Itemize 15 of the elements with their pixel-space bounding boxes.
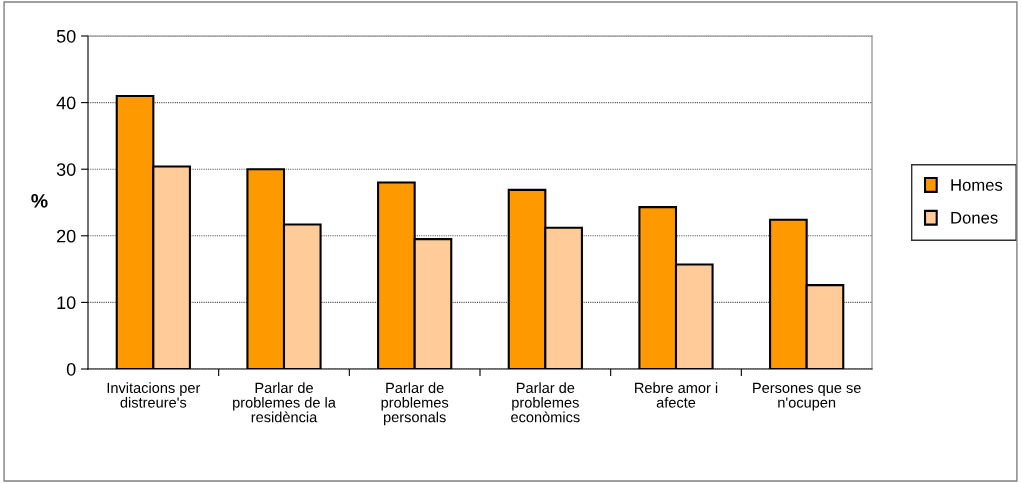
y-tick-label: 30 bbox=[56, 163, 76, 176]
x-tick-label: Invitacions per distreure's bbox=[107, 382, 201, 408]
y-tick-label: 0 bbox=[66, 362, 76, 376]
y-tick-label: 50 bbox=[56, 29, 76, 43]
legend-label: Homes bbox=[951, 179, 1003, 191]
x-tick-label: Parlar de problemes econòmics bbox=[511, 382, 580, 423]
x-tick-label: Parlar de problemes personals bbox=[381, 382, 449, 426]
x-tick-label: Parlar de problemes de la residència bbox=[233, 382, 336, 423]
y-axis-title: % bbox=[31, 194, 48, 208]
y-tick-label: 40 bbox=[56, 96, 76, 110]
legend-label: Dones bbox=[951, 212, 998, 224]
x-tick-label: Rebre amor i afecte bbox=[635, 382, 718, 408]
y-tick-label: 20 bbox=[57, 229, 76, 243]
y-tick-label: 10 bbox=[57, 296, 76, 310]
x-tick-label: Persones que se n'ocupen bbox=[753, 382, 861, 411]
